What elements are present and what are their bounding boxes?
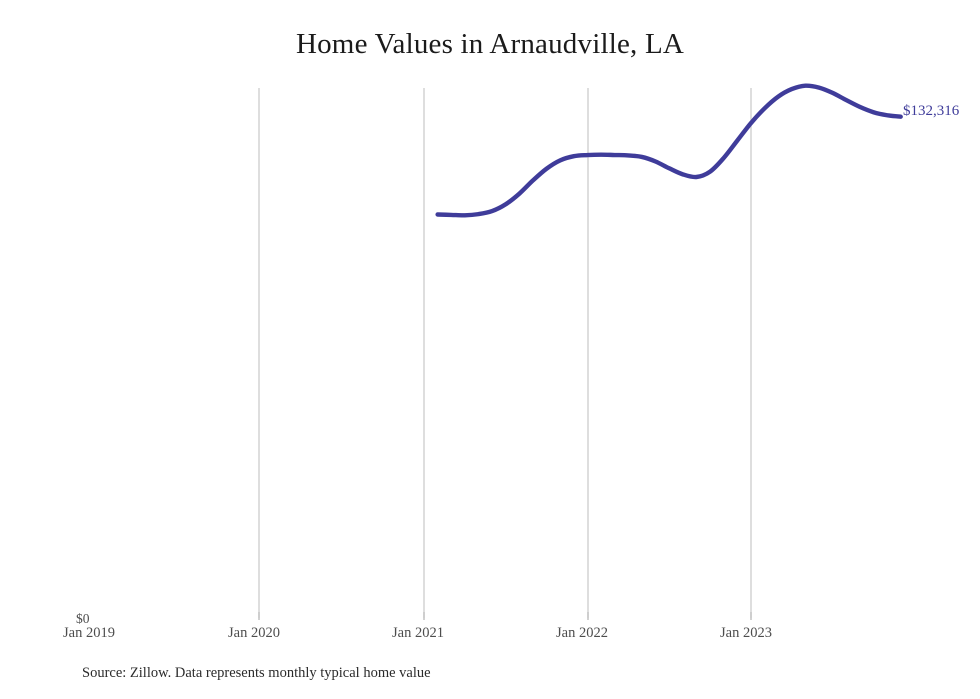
chart-title: Home Values in Arnaudville, LA xyxy=(295,28,685,60)
y-tick-label-zero: $0 xyxy=(76,611,90,626)
x-tick-label-jan-2022: Jan 2022 xyxy=(556,625,608,641)
x-tick-label-jan-2020: Jan 2020 xyxy=(228,625,280,641)
axis-ticks xyxy=(258,612,752,620)
x-tick-label-jan-2021: Jan 2021 xyxy=(392,625,444,641)
x-tick-label-jan-2019: Jan 2019 xyxy=(63,625,115,641)
x-tick-label-jan-2023: Jan 2023 xyxy=(720,625,772,641)
home-value-line xyxy=(435,83,903,218)
gridlines xyxy=(258,88,752,618)
end-value-label: $132,316 xyxy=(903,103,960,119)
source-note: Source: Zillow. Data represents monthly … xyxy=(82,665,431,681)
